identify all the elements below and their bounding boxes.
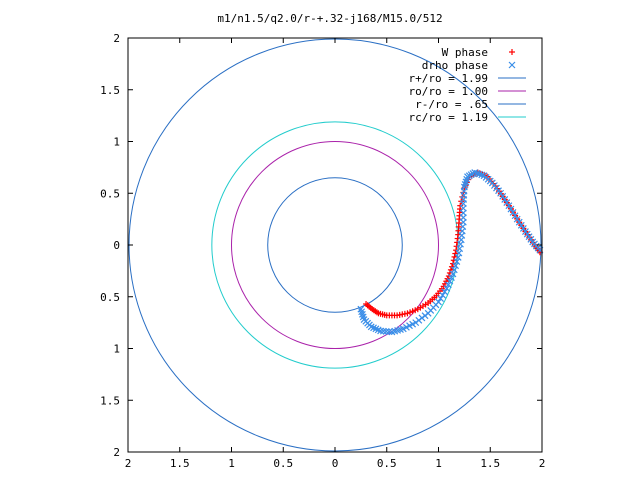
drho-phase-point-32 — [435, 298, 442, 306]
y-tick-label-3: 0.5 — [100, 187, 120, 200]
x-tick-label-4: 0 — [332, 457, 339, 470]
drho-phase-point-91 — [519, 225, 527, 232]
drho-phase-point-35 — [441, 288, 449, 296]
drho-phase-point-33 — [437, 295, 444, 302]
drho-phase-point-85 — [507, 205, 515, 213]
legend-label-2: r+/ro = 1.99 — [409, 72, 488, 85]
drho-phase-point-38 — [446, 277, 454, 285]
x-tick-label-6: 1 — [435, 457, 442, 470]
legend-label-4: r-/ro = .65 — [415, 98, 488, 111]
legend-label-3: ro/ro = 1.00 — [409, 85, 488, 98]
drho-phase-point-14 — [382, 327, 390, 335]
drho-phase-point-71 — [478, 171, 486, 179]
y-tick-label-2: 1 — [113, 136, 120, 149]
x-tick-label-0: 2 — [125, 457, 132, 470]
circle-series-2 — [267, 177, 403, 313]
legend-label-1: drho phase — [422, 59, 488, 72]
x-tick-label-2: 1 — [228, 457, 235, 470]
x-tick-label-5: 0.5 — [377, 457, 397, 470]
drho-phase-point-69 — [473, 169, 481, 177]
legend-label-5: rc/ro = 1.19 — [409, 111, 488, 124]
drho-phase-point-80 — [497, 189, 505, 197]
drho-phase-point-68 — [471, 169, 479, 176]
circle-series-1 — [231, 141, 439, 349]
drho-phase-point-41 — [450, 266, 458, 274]
y-tick-label-8: 2 — [113, 446, 120, 459]
circle-series-3 — [211, 121, 459, 369]
legend-label-0: W phase — [442, 46, 488, 59]
drho-phase-point-40 — [449, 270, 457, 278]
legend-swatch-1 — [508, 61, 516, 69]
w-phase-point-47 — [452, 250, 459, 257]
axis-ticks: 2 1.5 1 0.5 0 0.5 1 1.5 221.510.500.511.52 — [100, 32, 545, 470]
drho-phase-point-84 — [505, 202, 513, 210]
drho-phase-point-81 — [499, 192, 507, 200]
chart-title: m1/n1.5/q2.0/r-+.32-j168/M15.0/512 — [217, 12, 442, 25]
drho-phase-point-87 — [511, 212, 519, 220]
x-tick-label-3: 0.5 — [273, 457, 293, 470]
drho-phase-point-37 — [444, 281, 452, 289]
drho-phase-point-88 — [513, 215, 521, 223]
x-tick-label-1: 1.5 — [170, 457, 190, 470]
data-points — [357, 169, 544, 336]
legend-swatch-0 — [509, 49, 515, 55]
y-tick-label-0: 2 — [113, 32, 120, 45]
y-tick-label-1: 1.5 — [100, 84, 120, 97]
drho-phase-point-90 — [517, 221, 525, 229]
drho-phase-point-39 — [448, 274, 455, 282]
x-tick-label-8: 2 — [539, 457, 546, 470]
drho-phase-point-43 — [453, 258, 461, 265]
y-tick-label-5: 0.5 — [100, 291, 120, 304]
drho-phase-point-83 — [503, 199, 511, 206]
drho-phase-point-89 — [515, 218, 523, 226]
drho-phase-point-70 — [475, 170, 483, 178]
y-tick-label-4: 0 — [113, 239, 120, 252]
x-tick-label-7: 1.5 — [480, 457, 500, 470]
drho-phase-point-82 — [501, 196, 509, 203]
y-tick-label-7: 1.5 — [100, 394, 120, 407]
drho-phase-point-42 — [452, 262, 460, 270]
drho-phase-point-15 — [385, 328, 393, 336]
drho-phase-point-86 — [509, 208, 517, 216]
y-tick-label-6: 1 — [113, 343, 120, 356]
drho-phase-point-34 — [439, 291, 447, 299]
drho-phase-point-13 — [379, 327, 387, 335]
drho-phase-point-36 — [443, 285, 451, 292]
drho-phase-point-12 — [377, 327, 384, 335]
